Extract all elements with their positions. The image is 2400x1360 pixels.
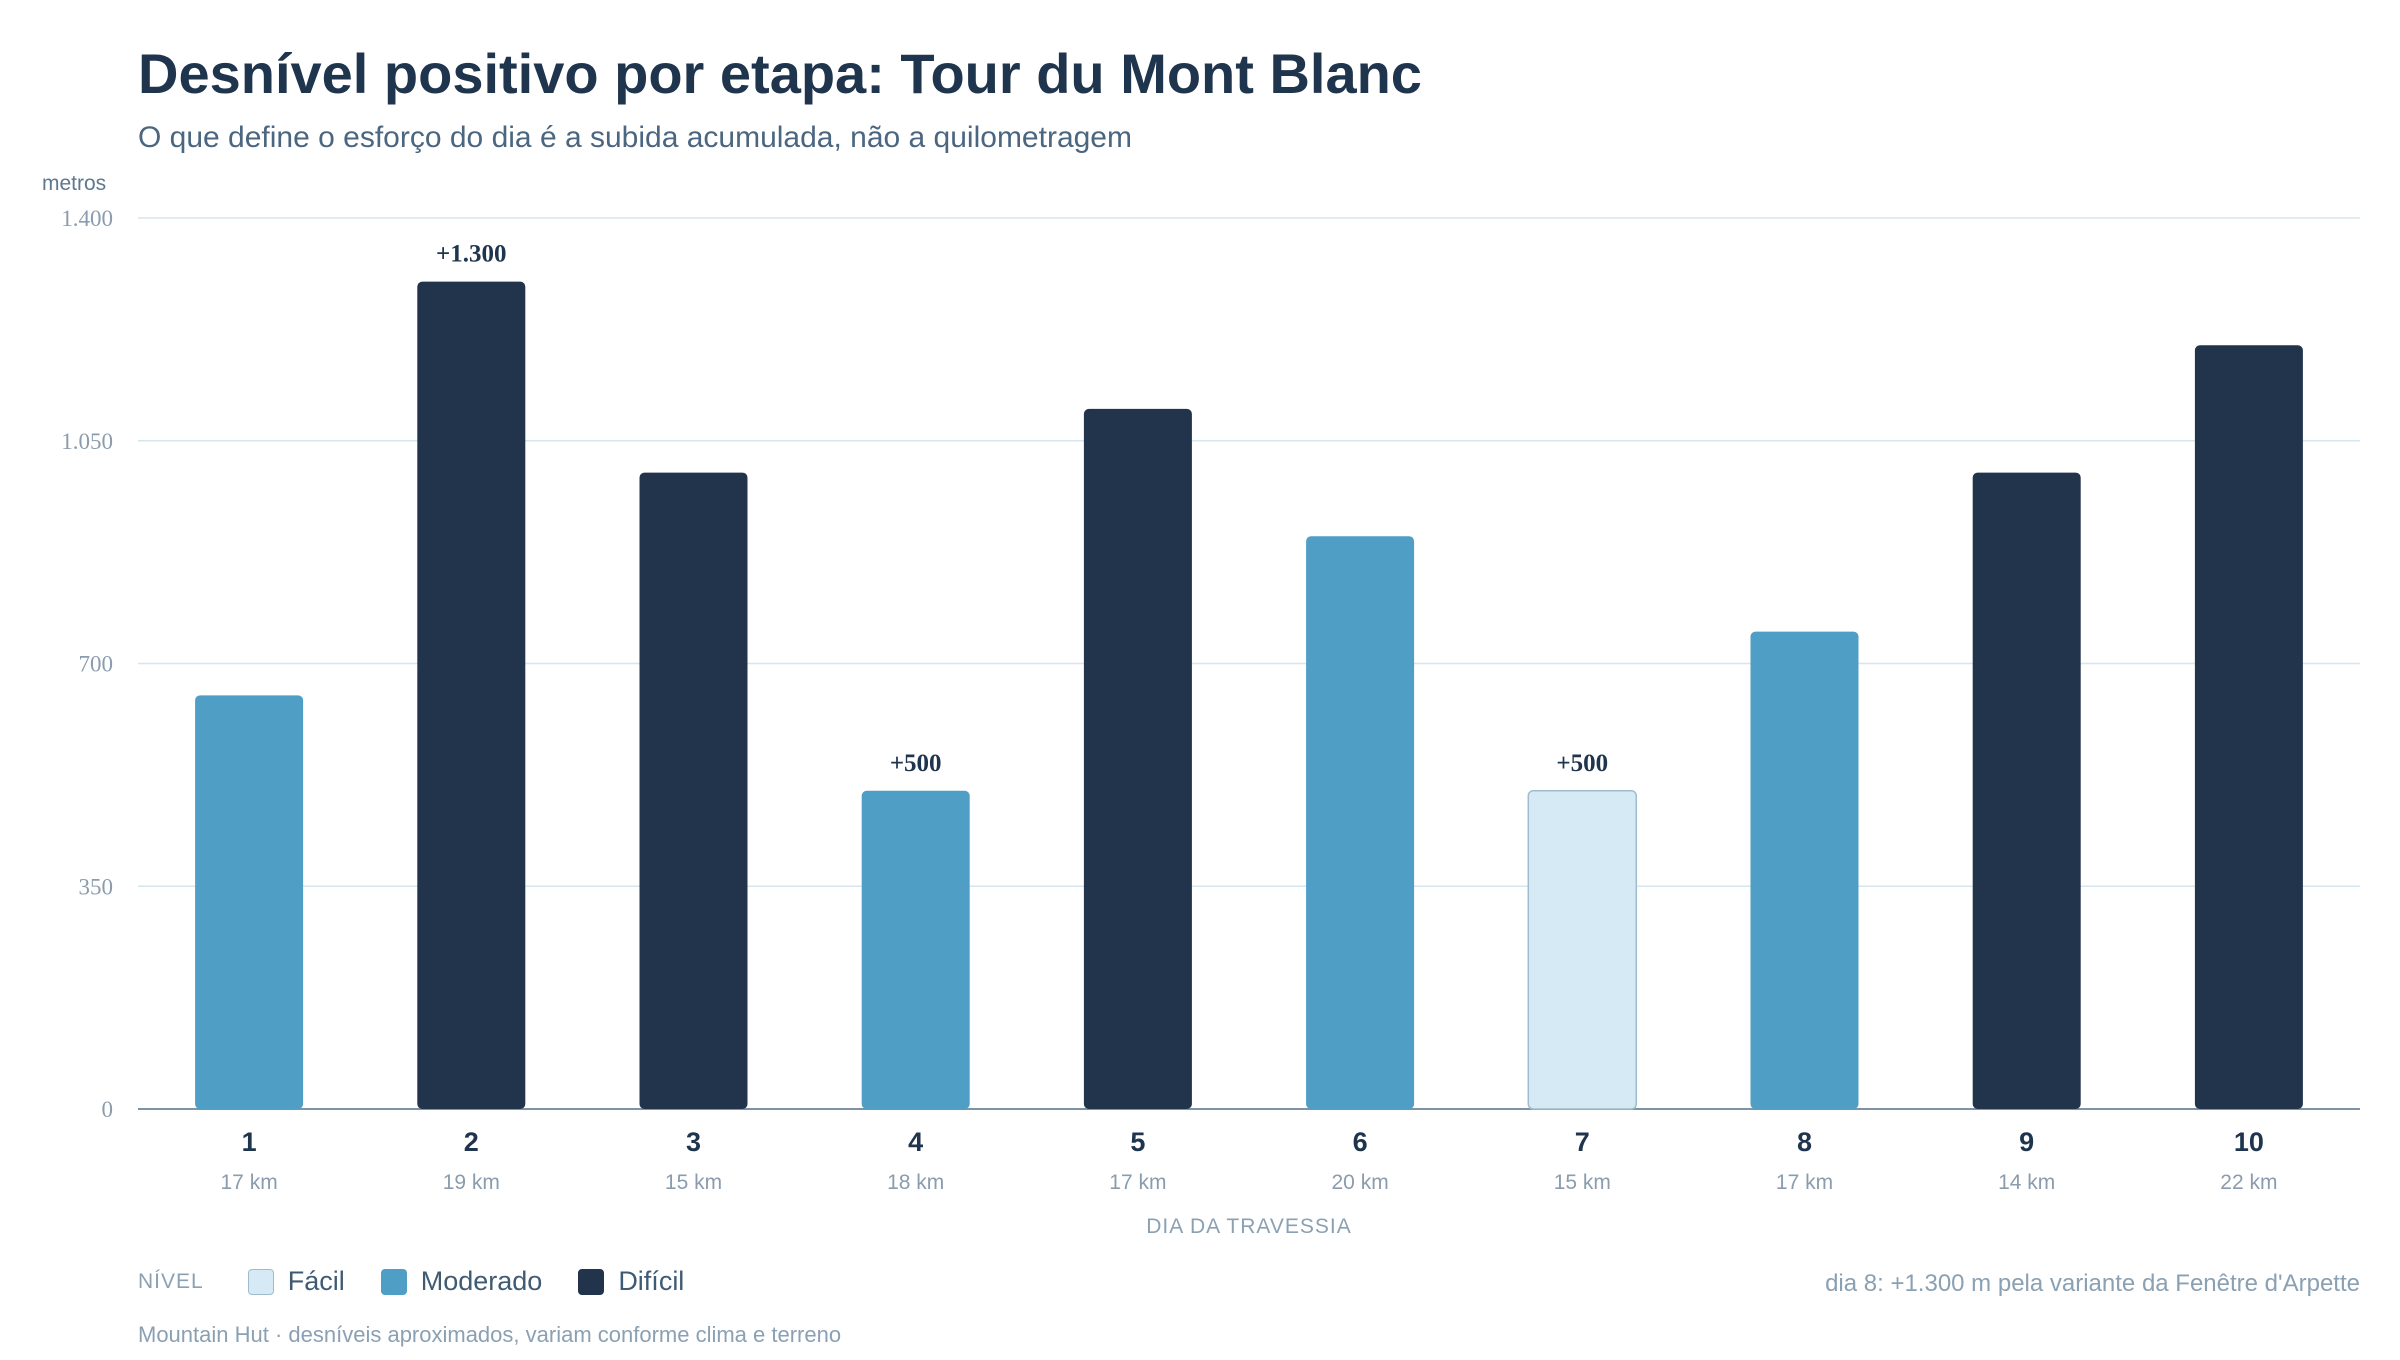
x-distance-label: 20 km <box>1332 1171 1389 1194</box>
y-tick-label: 0 <box>102 1097 114 1122</box>
legend-swatch-dificil <box>578 1268 605 1295</box>
x-distance-label: 19 km <box>443 1171 500 1194</box>
bar <box>639 472 748 1110</box>
x-distance-label: 18 km <box>887 1171 944 1194</box>
x-distance-label: 17 km <box>1109 1171 1166 1194</box>
legend-swatch-moderado <box>380 1268 407 1295</box>
x-axis-title: DIA DA TRAVESSIA <box>1146 1215 1351 1238</box>
chart-source: Mountain Hut · desníveis aproximados, va… <box>138 1322 842 1347</box>
legend-label-dificil: Difícil <box>618 1266 685 1296</box>
x-tick-label: 7 <box>1575 1127 1590 1157</box>
x-tick-label: 10 <box>2234 1127 2264 1157</box>
y-axis-label: metros <box>42 172 106 195</box>
bar-annotation: +500 <box>1556 750 1608 777</box>
legend: NÍVEL Fácil Moderado Difícil <box>138 1266 720 1297</box>
chart-title: Desnível positivo por etapa: Tour du Mon… <box>138 42 1422 105</box>
y-tick-label: 1.400 <box>61 206 113 231</box>
x-distance-label: 15 km <box>665 1171 722 1194</box>
bar <box>1306 536 1415 1109</box>
bar <box>1083 408 1192 1109</box>
x-distance-label: 14 km <box>1998 1171 2055 1194</box>
x-tick-label: 5 <box>1130 1127 1145 1157</box>
bar <box>1972 472 2081 1110</box>
x-distance-label: 22 km <box>2220 1171 2277 1194</box>
bar <box>1750 631 1859 1109</box>
y-tick-label: 350 <box>79 874 114 899</box>
x-distance-label: 15 km <box>1554 1171 1611 1194</box>
bar <box>2194 345 2303 1109</box>
y-tick-label: 700 <box>79 652 114 677</box>
x-tick-label: 3 <box>686 1127 701 1157</box>
legend-label-moderado: Moderado <box>420 1266 543 1296</box>
chart-subtitle: O que define o esforço do dia é a subida… <box>138 121 1132 154</box>
x-tick-label: 1 <box>242 1127 257 1157</box>
y-tick-label: 1.050 <box>61 429 113 454</box>
legend-item-moderado: Moderado <box>380 1266 543 1297</box>
bar <box>861 790 970 1109</box>
x-tick-label: 8 <box>1797 1127 1812 1157</box>
x-tick-label: 6 <box>1353 1127 1368 1157</box>
legend-label-facil: Fácil <box>287 1266 345 1296</box>
bar <box>417 281 526 1110</box>
x-distance-label: 17 km <box>1776 1171 1833 1194</box>
x-tick-label: 4 <box>908 1127 923 1157</box>
legend-item-dificil: Difícil <box>578 1266 684 1297</box>
legend-swatch-facil <box>247 1268 274 1295</box>
x-tick-label: 9 <box>2019 1127 2034 1157</box>
x-tick-label: 2 <box>464 1127 479 1157</box>
bar-annotation: +500 <box>890 750 942 777</box>
bar-chart: metros 0 350 700 1.050 1.400 1 17 km 2 19 km 3 15 k… <box>42 172 2360 1238</box>
bar-annotation: +1.300 <box>436 241 507 268</box>
legend-item-facil: Fácil <box>247 1266 345 1297</box>
bar <box>1527 790 1638 1110</box>
legend-title: NÍVEL <box>138 1269 204 1293</box>
x-distance-label: 17 km <box>221 1171 278 1194</box>
chart-note: dia 8: +1.300 m pela variante da Fenêtre… <box>1825 1270 2360 1297</box>
bar <box>195 695 304 1109</box>
